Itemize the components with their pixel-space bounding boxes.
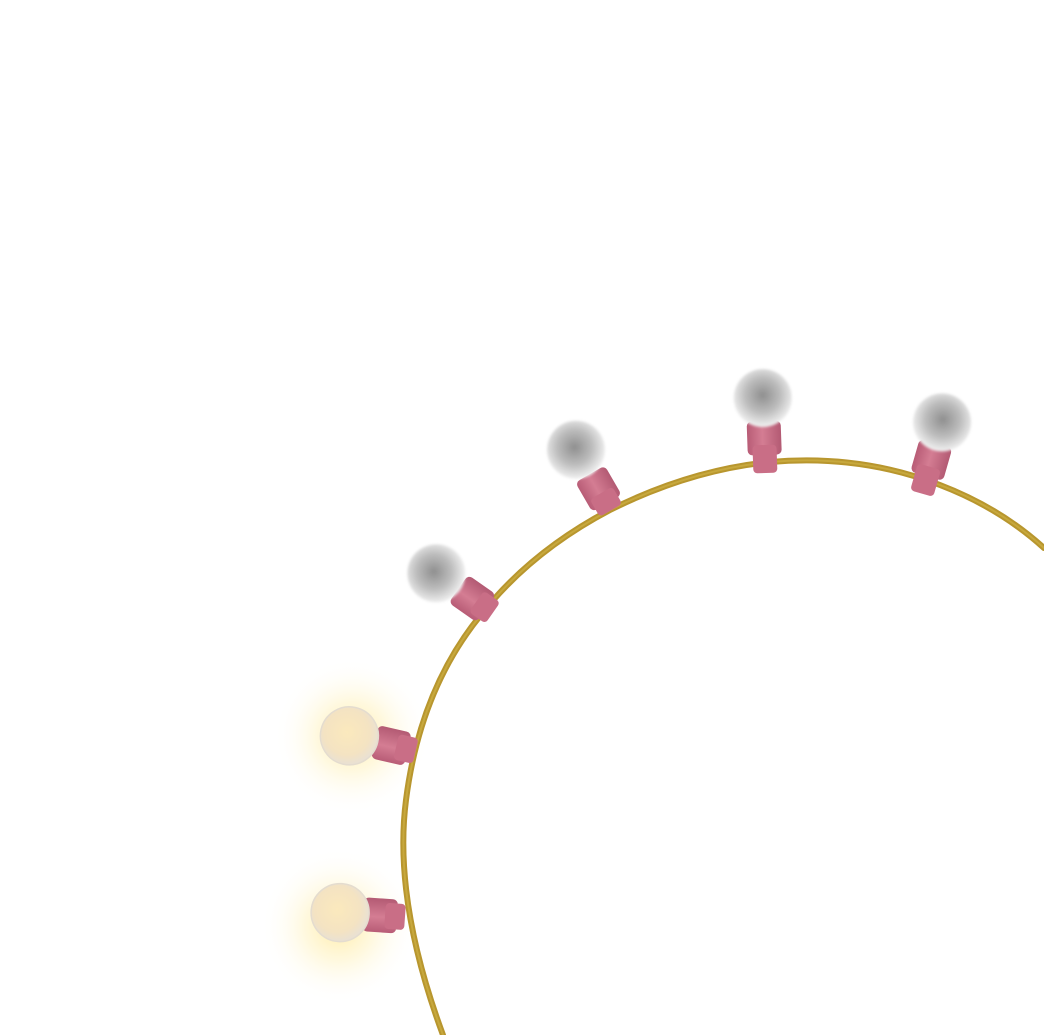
socket-cap-icon (470, 592, 499, 622)
light-bulb-icon (407, 544, 466, 603)
bulb-off-3 (733, 369, 792, 474)
bulb-lit-lower (310, 882, 406, 943)
bulb-off-4 (911, 393, 972, 496)
light-bulb-icon (319, 706, 380, 766)
light-bulb-icon (310, 882, 370, 943)
light-bulb-icon (547, 420, 605, 479)
bulb-layer (310, 369, 972, 943)
bulb-off-2 (547, 420, 621, 516)
light-bulb-icon (913, 393, 972, 452)
socket-cap-icon (394, 734, 418, 764)
socket-cap-icon (384, 903, 406, 930)
socket-cap-icon (911, 464, 940, 496)
light-bulb-icon (733, 369, 792, 428)
socket-cap-icon (591, 488, 621, 516)
bulb-lit-upper (319, 706, 418, 766)
socket-cap-icon (752, 444, 778, 474)
bulb-off-1 (407, 544, 499, 622)
